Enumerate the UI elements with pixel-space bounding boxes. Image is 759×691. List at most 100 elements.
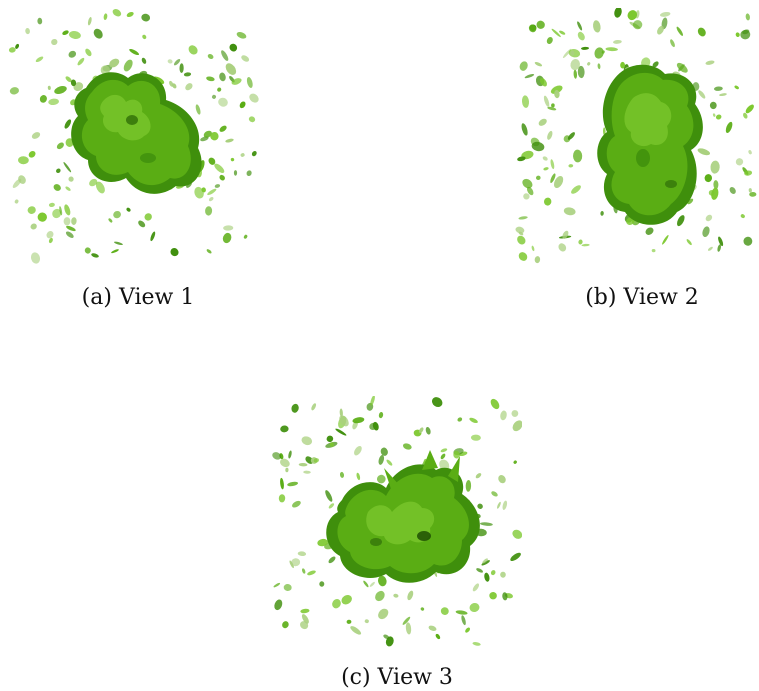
speck	[48, 202, 55, 208]
speck	[571, 185, 581, 194]
speck	[241, 55, 250, 62]
speck	[469, 417, 478, 424]
speck	[369, 581, 375, 587]
speck	[510, 552, 521, 562]
speck	[51, 38, 58, 46]
speck	[246, 77, 253, 88]
central-blob-view-1	[71, 72, 202, 194]
speck	[378, 412, 384, 419]
speck	[25, 28, 30, 35]
speck	[142, 34, 147, 40]
speck	[519, 61, 528, 71]
speck	[87, 17, 92, 26]
speck	[457, 417, 463, 422]
speck	[328, 503, 335, 509]
speck	[18, 156, 29, 165]
speck	[553, 175, 564, 189]
speck	[66, 225, 76, 232]
speck	[375, 590, 385, 602]
speck	[587, 62, 591, 66]
speck	[748, 188, 752, 193]
speck	[550, 159, 555, 170]
speck	[68, 50, 77, 58]
speck	[570, 50, 575, 56]
speck	[313, 458, 320, 463]
speck	[383, 634, 390, 640]
speck	[620, 61, 625, 69]
speck	[195, 104, 201, 115]
speck	[272, 452, 282, 460]
speck	[326, 435, 334, 443]
speck	[231, 78, 242, 85]
speck	[225, 63, 237, 75]
speck	[194, 186, 204, 199]
speck	[652, 61, 659, 68]
speck	[670, 39, 675, 48]
speck	[207, 188, 217, 196]
speck	[246, 170, 252, 177]
speck	[273, 582, 281, 588]
speck	[676, 62, 688, 73]
speck	[350, 626, 362, 635]
speck	[512, 420, 522, 432]
speck	[219, 72, 226, 82]
speck	[600, 211, 604, 216]
speck	[481, 560, 490, 566]
speck	[214, 184, 221, 188]
speck	[35, 56, 44, 63]
caption-view-2: (b) View 2	[585, 285, 699, 310]
speck	[243, 234, 248, 239]
speck	[455, 610, 468, 615]
speck	[301, 436, 313, 446]
speck	[729, 187, 736, 194]
speck	[472, 642, 481, 646]
speck	[210, 131, 219, 141]
speck	[705, 214, 713, 222]
speck	[563, 207, 576, 216]
speck	[597, 63, 601, 70]
speck	[546, 36, 553, 45]
speck	[179, 63, 184, 73]
speck	[470, 434, 481, 441]
speck	[249, 93, 259, 103]
speck	[418, 427, 424, 433]
speck	[108, 218, 113, 223]
speck	[502, 500, 508, 510]
speck	[559, 30, 566, 35]
speck	[208, 196, 214, 202]
speck	[461, 615, 466, 626]
speck	[538, 118, 547, 126]
speck	[718, 236, 724, 247]
speck	[713, 180, 719, 190]
speck	[369, 422, 378, 430]
speck	[218, 97, 228, 107]
speck	[523, 193, 530, 200]
speck	[745, 104, 754, 114]
speck	[498, 475, 506, 484]
speck	[282, 621, 289, 629]
speck	[613, 39, 622, 44]
speck	[71, 217, 77, 225]
speck	[126, 11, 134, 18]
speck	[300, 608, 310, 614]
figure-view-3	[272, 396, 522, 648]
speck	[283, 583, 292, 592]
speck	[511, 410, 519, 417]
speck	[709, 101, 717, 110]
speck	[472, 583, 480, 592]
speck	[206, 76, 215, 82]
speck	[222, 232, 232, 244]
speck	[109, 58, 120, 68]
speck	[512, 529, 522, 539]
speck	[85, 48, 92, 57]
speck	[627, 10, 638, 21]
speck	[311, 403, 317, 411]
speck	[113, 241, 123, 246]
speck	[62, 30, 69, 35]
speck	[233, 170, 238, 176]
speck	[65, 231, 74, 238]
speck	[707, 246, 713, 251]
speck	[212, 94, 216, 99]
speck	[558, 243, 567, 252]
speck	[705, 60, 715, 65]
